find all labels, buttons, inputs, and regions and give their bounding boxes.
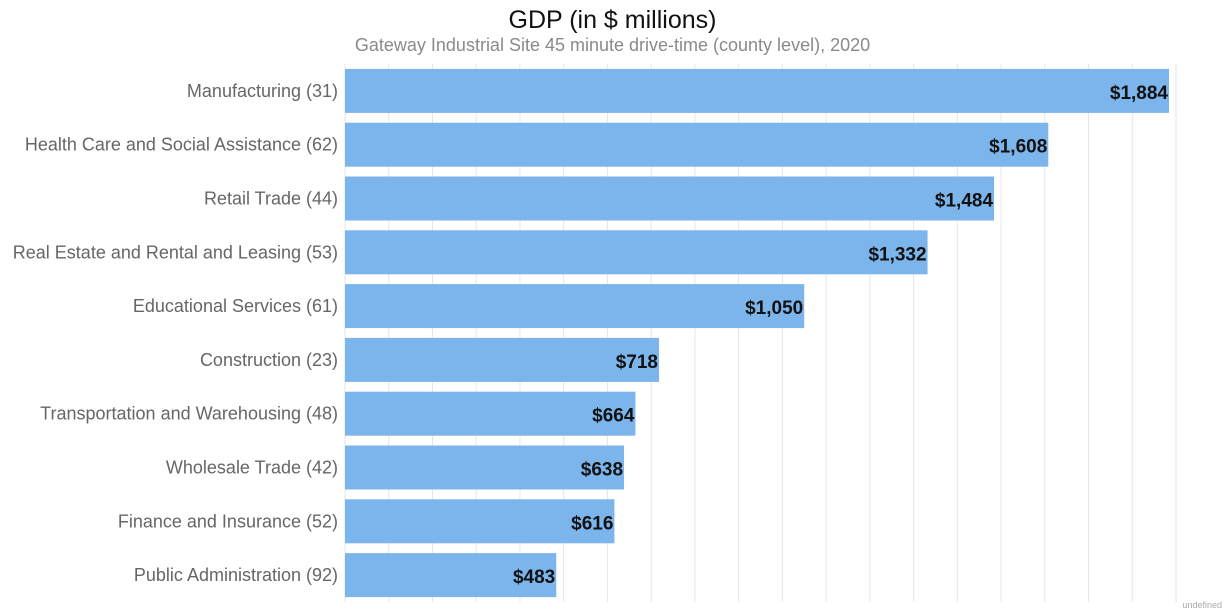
category-label: Educational Services (61) — [133, 296, 338, 316]
value-label: $616 — [571, 513, 613, 534]
category-label: Transportation and Warehousing (48) — [40, 404, 338, 424]
value-label: $1,884 — [1110, 83, 1169, 104]
bar — [345, 284, 804, 328]
value-label: $1,332 — [868, 244, 926, 265]
category-label: Construction (23) — [200, 350, 338, 370]
value-label: $638 — [581, 460, 623, 481]
footer-note: undefined — [1182, 600, 1222, 609]
category-labels: Manufacturing (31) Health Care and Social… — [13, 81, 338, 585]
value-label: $664 — [592, 406, 635, 427]
category-label: Public Administration (92) — [134, 565, 338, 585]
category-label: Wholesale Trade (42) — [166, 458, 338, 478]
value-label: $718 — [616, 352, 658, 373]
category-label: Retail Trade (44) — [204, 189, 338, 209]
value-label: $1,484 — [935, 191, 994, 212]
bar — [345, 69, 1169, 113]
bar — [345, 230, 928, 274]
category-label: Manufacturing (31) — [187, 81, 338, 101]
category-label: Real Estate and Rental and Leasing (53) — [13, 242, 338, 262]
value-label: $483 — [513, 567, 555, 588]
category-label: Finance and Insurance (52) — [118, 511, 338, 531]
value-label: $1,050 — [745, 298, 803, 319]
bar — [345, 177, 994, 221]
value-label: $1,608 — [989, 137, 1047, 158]
bar — [345, 123, 1048, 167]
category-label: Health Care and Social Assistance (62) — [25, 135, 338, 155]
bar — [345, 338, 659, 382]
